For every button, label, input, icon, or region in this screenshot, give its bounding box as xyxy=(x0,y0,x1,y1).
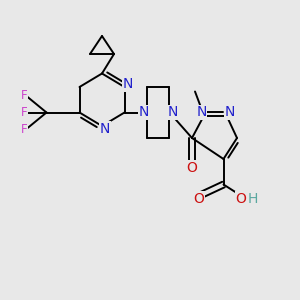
Text: N: N xyxy=(122,77,133,91)
Text: O: O xyxy=(187,161,197,175)
Text: N: N xyxy=(167,106,178,119)
Text: F: F xyxy=(21,106,27,119)
Text: N: N xyxy=(139,106,149,119)
Text: F: F xyxy=(21,89,27,103)
Text: O: O xyxy=(193,192,204,206)
Text: N: N xyxy=(224,106,235,119)
Text: N: N xyxy=(100,122,110,136)
Text: O: O xyxy=(236,192,246,206)
Text: N: N xyxy=(196,106,207,119)
Text: F: F xyxy=(21,122,27,136)
Text: H: H xyxy=(248,192,258,206)
